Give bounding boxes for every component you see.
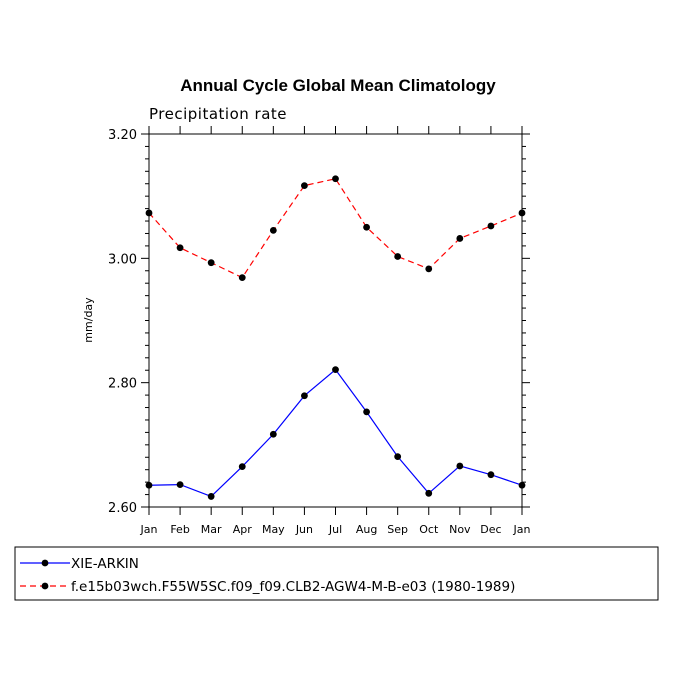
axis-ticks [141, 126, 530, 515]
series-1 [145, 366, 526, 500]
x-tick-label: Oct [419, 523, 439, 536]
data-point [332, 366, 339, 374]
data-point [207, 259, 215, 267]
data-point [176, 481, 184, 489]
data-point [145, 481, 153, 489]
data-point [425, 265, 433, 273]
data-point [145, 209, 153, 217]
data-point [394, 253, 402, 260]
data-point [301, 392, 308, 400]
data-point [487, 471, 495, 479]
y-tick-label: 3.20 [108, 128, 137, 143]
legend-marker [41, 582, 49, 590]
x-tick-label: May [262, 523, 285, 536]
x-tick-label: Jan [140, 523, 158, 536]
data-point [487, 222, 495, 230]
x-tick-label: Feb [170, 523, 189, 536]
data-point [363, 223, 370, 231]
y-tick-labels: 3.20 3.00 2.80 2.60 [108, 128, 137, 516]
data-point [207, 493, 215, 500]
series-layer [145, 175, 526, 500]
x-tick-label: Dec [480, 523, 501, 536]
x-tick-label: Jan [513, 523, 531, 536]
data-point [456, 235, 464, 242]
x-tick-label: Jun [295, 523, 313, 536]
data-point [425, 489, 433, 497]
legend-marker [41, 559, 49, 567]
data-point [394, 453, 402, 461]
y-tick-label: 2.60 [108, 501, 137, 516]
chart-title: Annual Cycle Global Mean Climatology [180, 76, 496, 95]
data-point [269, 226, 277, 234]
data-point [176, 244, 184, 252]
x-tick-label: Sep [387, 523, 408, 536]
legend-entry-2: f.e15b03wch.F55W5SC.f09_f09.CLB2-AGW4-M-… [20, 579, 515, 595]
x-tick-labels: Jan Feb Mar Apr May Jun Jul Aug Sep Oct Nov Dec Jan [140, 523, 531, 536]
x-tick-label: Mar [201, 523, 222, 536]
plot-frame [148, 133, 523, 508]
legend-label: XIE-ARKIN [71, 556, 139, 572]
data-point [518, 481, 526, 489]
series-line [148, 178, 523, 279]
data-point [269, 430, 277, 438]
y-tick-label: 2.80 [108, 377, 137, 392]
legend: XIE-ARKIN f.e15b03wch.F55W5SC.f09_f09.CLB… [20, 556, 515, 595]
data-point [238, 274, 246, 282]
chart-subtitle: Precipitation rate [149, 105, 287, 123]
x-tick-label: Apr [233, 523, 253, 536]
legend-label: f.e15b03wch.F55W5SC.f09_f09.CLB2-AGW4-M-… [71, 579, 515, 595]
x-tick-label: Aug [356, 523, 377, 536]
data-point [238, 463, 246, 470]
data-point [332, 175, 339, 183]
legend-box [14, 546, 659, 601]
series-2 [145, 175, 526, 282]
data-point [363, 408, 370, 416]
data-point [518, 209, 526, 217]
data-point [301, 182, 308, 189]
legend-entry-1: XIE-ARKIN [20, 556, 139, 572]
x-tick-label: Nov [449, 523, 471, 536]
data-point [456, 462, 464, 470]
series-line [148, 368, 523, 498]
y-tick-label: 3.00 [108, 252, 137, 267]
x-tick-label: Jul [328, 523, 342, 536]
y-axis-label: mm/day [82, 297, 95, 343]
